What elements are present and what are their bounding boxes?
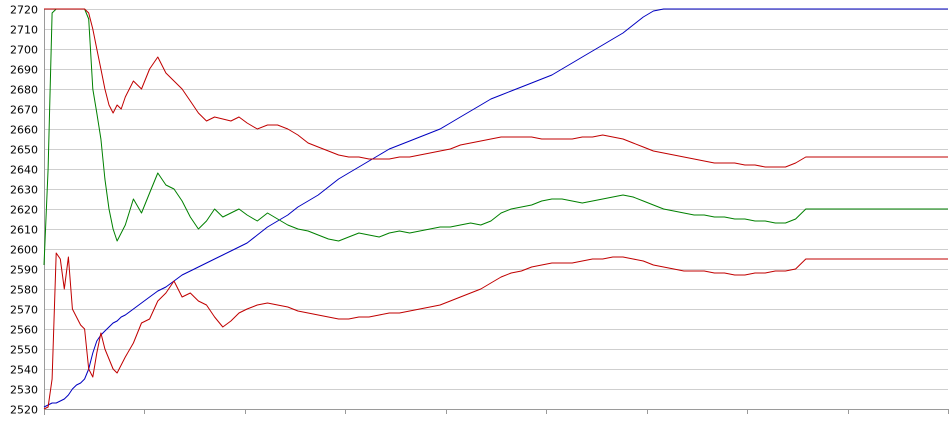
y-tick-label: 2530 bbox=[10, 384, 38, 397]
y-tick-label: 2660 bbox=[10, 124, 38, 137]
y-tick-label: 2540 bbox=[10, 364, 38, 377]
y-tick-label: 2640 bbox=[10, 164, 38, 177]
y-tick-label: 2570 bbox=[10, 304, 38, 317]
series-line-1 bbox=[43, 8, 948, 408]
y-tick-label: 2700 bbox=[10, 44, 38, 57]
y-tick-label: 2680 bbox=[10, 84, 38, 97]
y-tick-label: 2690 bbox=[10, 64, 38, 77]
series-line-3 bbox=[44, 8, 948, 168]
y-tick-label: 2650 bbox=[10, 144, 38, 157]
y-tick-label: 2670 bbox=[10, 104, 38, 117]
y-tick-label: 2630 bbox=[10, 184, 38, 197]
y-tick-label: 2580 bbox=[10, 284, 38, 297]
y-tick-label: 2620 bbox=[10, 204, 38, 217]
series-line-2 bbox=[43, 8, 948, 266]
y-tick-labels: 2520 2530 2540 2550 2560 2570 2580 2590 2600 2610… bbox=[10, 4, 38, 417]
axes bbox=[44, 9, 949, 415]
y-tick-label: 2560 bbox=[10, 324, 38, 337]
y-tick-label: 2720 bbox=[10, 4, 38, 17]
y-tick-label: 2520 bbox=[10, 404, 38, 417]
gridlines bbox=[44, 9, 948, 410]
y-tick-label: 2610 bbox=[10, 224, 38, 237]
series-lines bbox=[43, 8, 948, 410]
y-tick-label: 2710 bbox=[10, 24, 38, 37]
y-tick-label: 2590 bbox=[10, 264, 38, 277]
y-tick-label: 2550 bbox=[10, 344, 38, 357]
series-line-4 bbox=[43, 252, 948, 410]
y-tick-label: 2600 bbox=[10, 244, 38, 257]
